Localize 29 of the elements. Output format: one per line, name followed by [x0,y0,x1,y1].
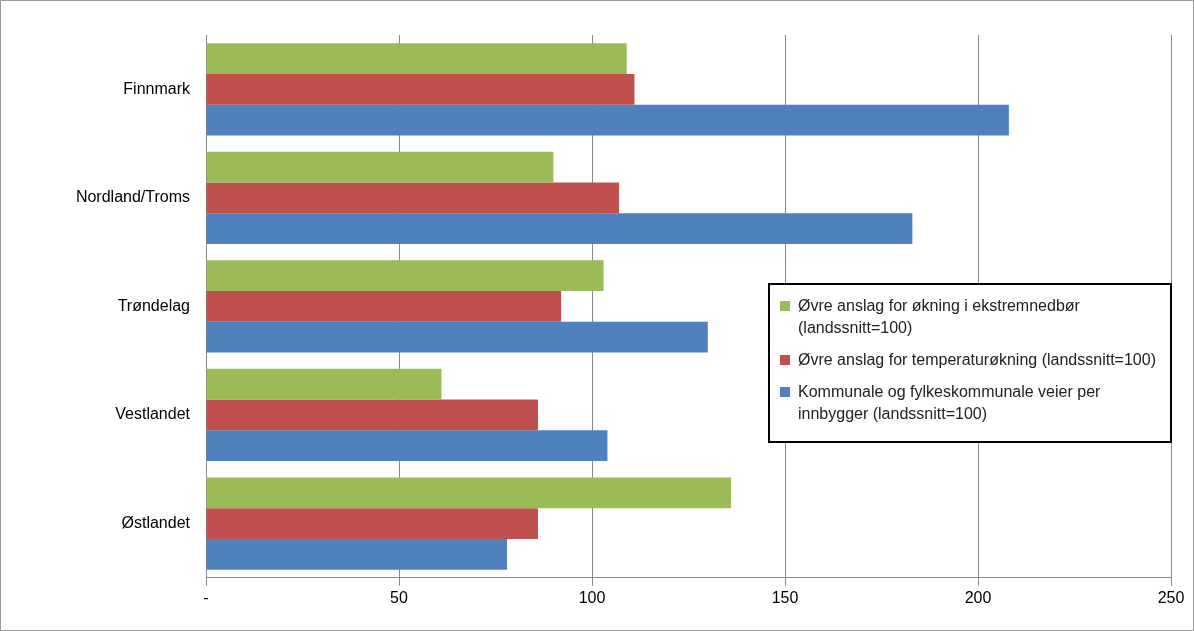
x-tick-label: 100 [578,588,606,606]
bar [206,538,508,570]
bar [206,182,620,214]
bar [206,73,635,105]
bar [206,477,731,509]
bar [206,368,442,400]
bar [206,104,1009,136]
x-tick-label: 50 [390,588,408,606]
legend-label: Øvre anslag for økning i ekstremnedbør (landssnitt=100) [798,296,1081,338]
bar [206,399,538,431]
bar [206,321,708,353]
y-tick-label: Trøndelag [117,296,190,314]
legend-label: Kommunale og fylkeskommunale veier per innbygger (landssnitt=100) [798,382,1102,424]
bar [206,291,562,322]
y-tick-label: Nordland/Troms [75,188,190,206]
x-tick-label: 250 [1157,588,1185,606]
x-tick-label: 150 [771,588,799,606]
bar [206,430,608,462]
bar [206,151,554,183]
x-tick-label: - [203,588,209,606]
y-tick-label: Vestlandet [115,405,191,423]
legend-label: Øvre anslag for temperaturøkning (landssnitt=100) [798,350,1156,370]
x-tick-label: 200 [964,588,992,606]
y-tick-label: Finnmark [123,79,191,97]
bar [206,43,627,74]
bar [206,213,913,244]
bar [206,260,604,292]
bar [206,508,538,539]
y-tick-label: Østlandet [121,513,191,531]
